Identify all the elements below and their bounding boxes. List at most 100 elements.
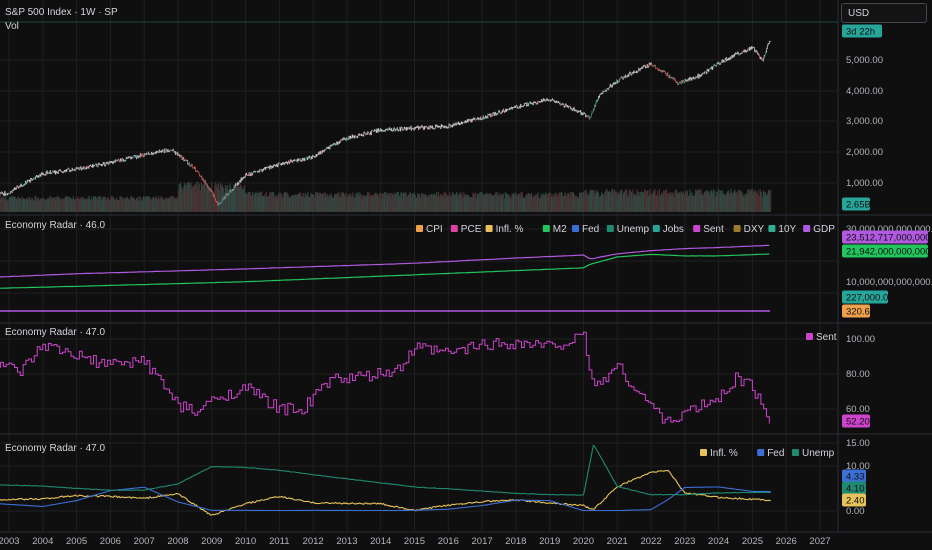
legend-item-cpi[interactable]: CPI bbox=[426, 224, 443, 235]
time-axis-label[interactable]: 2025 bbox=[742, 536, 763, 547]
time-axis-label[interactable]: 2015 bbox=[404, 536, 425, 547]
pane3-value-badge[interactable]: 52.20 bbox=[842, 414, 870, 428]
volume-bar bbox=[285, 191, 287, 212]
legend-item-unemp[interactable]: Unemp bbox=[617, 224, 650, 235]
price-axis-label[interactable]: 3,000.00 bbox=[846, 116, 883, 127]
pane2-legend[interactable]: GDP 10Y DXY Sent Jobs Unemp Fed M2 Infl. % PCE CPI bbox=[416, 224, 835, 235]
legend-item-m2[interactable]: M2 bbox=[553, 224, 567, 235]
pane3-axis-label[interactable]: 60.00 bbox=[846, 404, 870, 415]
pane2-value-badge[interactable]: 227,000.00 bbox=[842, 290, 894, 304]
volume-bar bbox=[96, 197, 98, 212]
price-pane[interactable]: S&P 500 Index · 1W · SP Vol bbox=[0, 7, 838, 212]
time-axis-label[interactable]: 2027 bbox=[809, 536, 830, 547]
price-scales[interactable]: 5,000.00 4,000.00 3,000.00 2,000.00 1,000.00… bbox=[842, 24, 932, 518]
pane2-value-badge[interactable]: 23,512,717,000,000.00 bbox=[842, 230, 932, 244]
volume-bar bbox=[161, 197, 163, 212]
volume-badge[interactable]: 2.65B bbox=[842, 197, 871, 211]
pane2-value-badge[interactable]: 320.60 bbox=[842, 304, 875, 318]
time-axis-label[interactable]: 2014 bbox=[370, 536, 391, 547]
volume-bar bbox=[367, 193, 369, 212]
pane2-title[interactable]: Economy Radar · 46.0 bbox=[5, 220, 105, 231]
pane4-legend[interactable]: Unemp Fed Infl. % bbox=[700, 448, 835, 459]
legend-item-sent[interactable]: Sent bbox=[703, 224, 724, 235]
pane4-axis-label[interactable]: 10.00 bbox=[846, 461, 870, 472]
price-axis-label[interactable]: 1,000.00 bbox=[846, 178, 883, 189]
pane2-axis-label[interactable]: 10,000,000,000,000.00 bbox=[846, 277, 932, 288]
time-axis-label[interactable]: 2013 bbox=[336, 536, 357, 547]
economy-radar-pane-sentiment[interactable]: Economy Radar · 47.0 Sent bbox=[0, 327, 837, 424]
legend-item-10y[interactable]: 10Y bbox=[778, 224, 796, 235]
currency-selector[interactable]: USD bbox=[841, 3, 927, 23]
pane3-axis-label[interactable]: 100.00 bbox=[846, 334, 875, 345]
time-axis-label[interactable]: 2022 bbox=[640, 536, 661, 547]
volume-bar bbox=[35, 200, 37, 212]
pane4-title[interactable]: Economy Radar · 47.0 bbox=[5, 443, 105, 454]
time-axis-label[interactable]: 2024 bbox=[708, 536, 729, 547]
pane4-value-badge[interactable]: 4.10 bbox=[842, 481, 866, 495]
volume-bar bbox=[372, 195, 375, 212]
time-axis-label[interactable]: 2004 bbox=[32, 536, 53, 547]
symbol-title[interactable]: S&P 500 Index · 1W · SP bbox=[5, 7, 118, 18]
time-axis-label[interactable]: 2012 bbox=[303, 536, 324, 547]
volume-bar bbox=[87, 198, 89, 212]
legend-item-gdp[interactable]: GDP bbox=[813, 224, 835, 235]
legend-item-infl[interactable]: Infl. % bbox=[710, 448, 738, 459]
legend-item-infl[interactable]: Infl. % bbox=[496, 224, 524, 235]
time-axis-label[interactable]: 2020 bbox=[573, 536, 594, 547]
volume-bar bbox=[726, 191, 728, 212]
time-axis-label[interactable]: 2016 bbox=[438, 536, 459, 547]
time-axis-label[interactable]: 2017 bbox=[472, 536, 493, 547]
time-axis-label[interactable]: 2011 bbox=[269, 536, 289, 547]
legend-item-unemp[interactable]: Unemp bbox=[802, 448, 835, 459]
pane4-axis-label[interactable]: 0.00 bbox=[846, 506, 865, 517]
pane4-axis-label[interactable]: 15.00 bbox=[846, 438, 870, 449]
legend-item-pce[interactable]: PCE bbox=[461, 224, 482, 235]
price-axis-label[interactable]: 4,000.00 bbox=[846, 86, 883, 97]
economy-radar-pane-rates[interactable]: Economy Radar · 47.0 Unemp Fed Infl. % bbox=[0, 443, 835, 516]
time-axis-label[interactable]: 2007 bbox=[134, 536, 155, 547]
legend-item-fed[interactable]: Fed bbox=[767, 448, 784, 459]
volume-bar bbox=[418, 193, 420, 212]
pane3-legend[interactable]: Sent bbox=[806, 332, 837, 343]
time-axis-label[interactable]: 2009 bbox=[201, 536, 222, 547]
legend-item-sent[interactable]: Sent bbox=[816, 332, 837, 343]
time-axis-label[interactable]: 2018 bbox=[505, 536, 526, 547]
pane3-axis-label[interactable]: 80.00 bbox=[846, 369, 870, 380]
volume-bar bbox=[249, 191, 251, 212]
time-axis-label[interactable]: 2021 bbox=[607, 536, 628, 547]
economy-radar-pane-macro[interactable]: Economy Radar · 46.0 GDP 10Y DXY Sent Jobs Un… bbox=[0, 220, 835, 312]
time-axis-label[interactable]: 2005 bbox=[66, 536, 87, 547]
time-axis-label[interactable]: 2023 bbox=[674, 536, 695, 547]
legend-item-dxy[interactable]: DXY bbox=[744, 224, 765, 235]
pane2-value-badge[interactable]: 21,942,000,000,000.00 bbox=[842, 244, 932, 258]
time-axis-label[interactable]: 2003 bbox=[0, 536, 20, 547]
volume-bar bbox=[228, 190, 230, 212]
volume-bar bbox=[608, 191, 610, 212]
price-axis-label[interactable]: 5,000.00 bbox=[846, 55, 883, 66]
pane3-title[interactable]: Economy Radar · 47.0 bbox=[5, 327, 105, 338]
price-axis-label[interactable]: 2,000.00 bbox=[846, 147, 883, 158]
volume-bar bbox=[133, 199, 135, 212]
time-axis[interactable]: 2003 2004 2005 2006 2007 2008 2009 2010 2011 2012… bbox=[0, 536, 831, 547]
time-axis-label[interactable]: 2006 bbox=[100, 536, 121, 547]
countdown-badge[interactable]: 3d 22h bbox=[842, 24, 882, 38]
pane4-value-badge[interactable]: 4.33 bbox=[842, 469, 866, 483]
legend-item-fed[interactable]: Fed bbox=[582, 224, 599, 235]
volume-bar bbox=[510, 198, 512, 212]
time-axis-label[interactable]: 2008 bbox=[167, 536, 188, 547]
pane2-axis-label[interactable]: 30,000,000,000,000.00 bbox=[846, 224, 932, 235]
legend-swatch bbox=[693, 225, 701, 232]
volume-bar bbox=[209, 187, 212, 212]
pane4-value-badge[interactable]: 2.40 bbox=[842, 493, 866, 507]
volume-bar bbox=[593, 195, 596, 212]
volume-bar bbox=[728, 192, 730, 212]
time-axis-label[interactable]: 2026 bbox=[776, 536, 797, 547]
volume-bar bbox=[289, 197, 291, 212]
volume-bar bbox=[632, 189, 634, 212]
volume-bar bbox=[165, 197, 167, 212]
time-axis-label[interactable]: 2019 bbox=[539, 536, 560, 547]
legend-item-jobs[interactable]: Jobs bbox=[663, 224, 684, 235]
time-axis-label[interactable]: 2010 bbox=[235, 536, 256, 547]
volume-label[interactable]: Vol bbox=[5, 21, 19, 32]
